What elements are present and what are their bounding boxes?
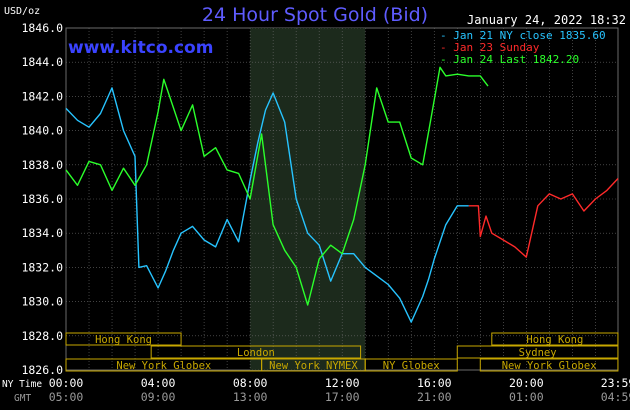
x-tick-label-ny: 23:59 [601, 376, 630, 390]
timestamp: January 24, 2022 18:32 [467, 13, 626, 27]
series-line-2 [468, 178, 619, 258]
x-tick-label-gmt: 09:00 [141, 390, 176, 404]
series-line-1 [65, 87, 469, 323]
x-tick-label-ny: 12:00 [325, 376, 360, 390]
site-url[interactable]: www.kitco.com [68, 38, 214, 58]
y-tick-label: 1832.0 [21, 260, 63, 274]
session-box [491, 332, 619, 346]
y-tick-label: 1846.0 [21, 21, 63, 35]
y-tick-label: 1844.0 [21, 55, 63, 69]
legend-item-jan23: - Jan 23 Sunday [440, 41, 540, 54]
x-tick-label-ny: 00:00 [49, 376, 84, 390]
x-tick-label-gmt: 17:00 [325, 390, 360, 404]
session-label: London [237, 347, 275, 359]
session-box [364, 358, 458, 372]
y-tick-label: 1842.0 [21, 89, 63, 103]
tick-labels: 1846.0 1844.0 1842.0 1840.0 1838.0 1836.0 1834… [2, 21, 630, 404]
x-tick-label-gmt: 21:00 [417, 390, 452, 404]
session-label: NY Globex [383, 360, 440, 372]
x-tick-label-gmt: 01:00 [509, 390, 544, 404]
legend-item-jan24: - Jan 24 Last 1842.20 [440, 53, 580, 66]
y-tick-label: 1830.0 [21, 295, 63, 309]
chart-title: 24 Hour Spot Gold (Bid) [201, 4, 429, 26]
y-tick-label: 1834.0 [21, 226, 63, 240]
session-label: Hong Kong [95, 334, 152, 346]
y-tick-label: 1828.0 [21, 329, 63, 343]
y-unit-label: USD/oz [4, 6, 41, 17]
x-tick-label-ny: 04:00 [141, 376, 176, 390]
legend-item-jan21: - Jan 21 NY close 1835.60 [440, 29, 606, 42]
session-box [456, 345, 619, 359]
session-boxes: Hong Kong London New York Globex New York N… [65, 332, 619, 372]
x-tick-label-gmt: 13:00 [233, 390, 268, 404]
x-tick-label-gmt: 05:00 [49, 390, 84, 404]
y-tick-label: 1826.0 [21, 363, 63, 377]
session-label: New York Globex [502, 360, 597, 372]
series-lines [65, 66, 619, 323]
x-tick-label-ny: 16:00 [417, 376, 452, 390]
session-box [150, 345, 362, 359]
session-label: Sydney [519, 347, 557, 359]
y-tick-label: 1836.0 [21, 192, 63, 206]
x-tick-label-gmt: 04:59 [601, 390, 630, 404]
session-label: New York Globex [116, 360, 211, 372]
session-box [479, 358, 619, 372]
session-label: Hong Kong [526, 334, 583, 346]
y-tick-label: 1838.0 [21, 158, 63, 172]
session-label: New York NYMEX [269, 360, 358, 372]
grid-lines [65, 27, 619, 371]
x-tick-label-ny: 20:00 [509, 376, 544, 390]
x-tick-label-ny: 08:00 [233, 376, 268, 390]
series-line-3 [65, 66, 489, 306]
session-box [65, 332, 182, 346]
y-tick-label: 1840.0 [21, 124, 63, 138]
row-label-ny-time: NY Time [2, 379, 42, 390]
row-label-gmt: GMT [14, 393, 31, 404]
